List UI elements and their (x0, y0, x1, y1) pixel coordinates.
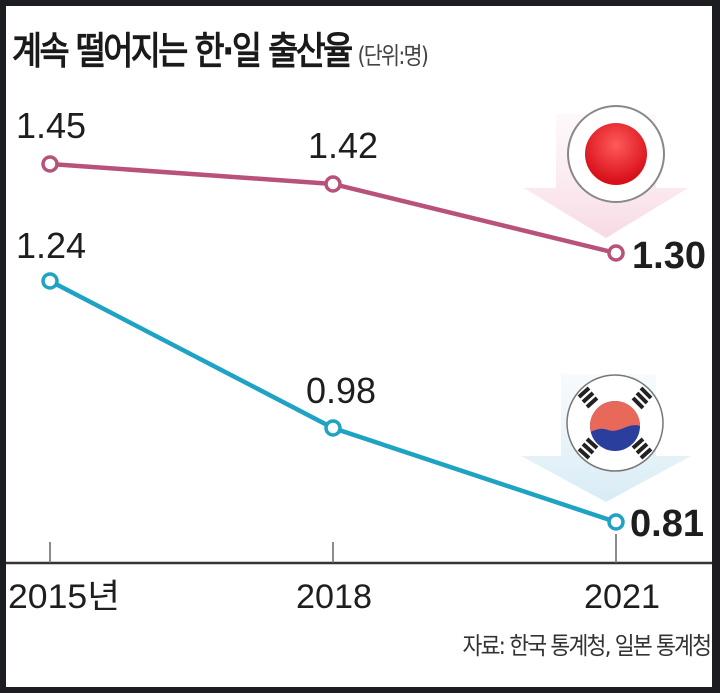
korea-label-2015: 1.24 (16, 225, 86, 266)
japan-point-2021 (607, 244, 625, 262)
korea-label-2021: 0.81 (630, 503, 704, 545)
korea-label-2018: 0.98 (306, 370, 376, 411)
japan-series (41, 155, 625, 262)
title-text: 계속 떨어지는 한·일 출산율 (12, 29, 353, 73)
line-chart: 1.45 1.42 1.30 1.24 0.98 0.81 2015년 2018… (6, 105, 712, 616)
japan-label-2021: 1.30 (632, 235, 706, 277)
japan-label-2015: 1.45 (16, 105, 86, 146)
korea-point-2018 (324, 419, 342, 437)
korea-flag-icon (566, 374, 664, 472)
chart-card: 계속 떨어지는 한·일 출산율 (단위:명) (6, 6, 712, 687)
x-label-2021: 2021 (584, 578, 660, 616)
chart-title: 계속 떨어지는 한·일 출산율 (단위:명) (12, 20, 429, 75)
japan-label-2018: 1.42 (308, 125, 378, 166)
x-label-2018: 2018 (296, 578, 372, 616)
source-note: 자료: 한국 통계청, 일본 통계청 (462, 632, 711, 660)
japan-point-2018 (324, 175, 342, 193)
korea-point-2015 (41, 272, 59, 290)
japan-point-2015 (41, 155, 59, 173)
x-label-2015: 2015년 (8, 578, 120, 616)
korea-point-2021 (607, 513, 625, 531)
unit-label: (단위:명) (357, 42, 428, 70)
japan-flag-icon (567, 105, 665, 203)
korea-series (41, 272, 625, 531)
